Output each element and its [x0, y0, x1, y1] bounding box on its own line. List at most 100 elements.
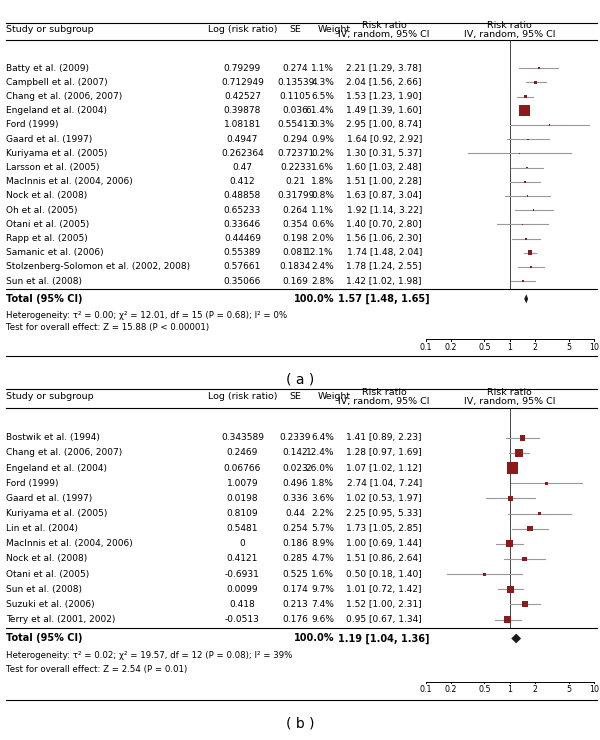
Text: 0.79299: 0.79299 [224, 64, 261, 73]
Text: 5: 5 [566, 685, 571, 694]
Text: Study or subgroup: Study or subgroup [6, 392, 94, 401]
Bar [506, 540, 513, 547]
Bar [549, 124, 550, 126]
Text: ( a ): ( a ) [286, 373, 314, 386]
Text: 0.72371: 0.72371 [277, 149, 314, 158]
Text: 0.5: 0.5 [478, 343, 491, 352]
Text: Study or subgroup: Study or subgroup [6, 25, 94, 34]
Text: 1.42 [1.02, 1.98]: 1.42 [1.02, 1.98] [346, 277, 422, 286]
Text: 1: 1 [508, 343, 512, 352]
Text: Gaard et al. (1997): Gaard et al. (1997) [6, 135, 92, 144]
Text: 0.354: 0.354 [283, 220, 308, 229]
Text: 0.0198: 0.0198 [227, 494, 258, 503]
Text: 2.25 [0.95, 5.33]: 2.25 [0.95, 5.33] [346, 509, 422, 518]
Text: Otani et al. (2005): Otani et al. (2005) [6, 570, 89, 579]
Text: 2.0%: 2.0% [311, 234, 334, 243]
Text: 100.0%: 100.0% [293, 294, 334, 304]
Text: Log (risk ratio): Log (risk ratio) [208, 25, 277, 34]
Text: IV, random, 95% CI: IV, random, 95% CI [464, 30, 556, 38]
Text: 3.6%: 3.6% [311, 494, 334, 503]
Bar [533, 209, 535, 211]
Text: 1.08181: 1.08181 [224, 121, 261, 130]
Text: 0.525: 0.525 [283, 570, 308, 579]
Text: 0.2: 0.2 [445, 343, 457, 352]
Polygon shape [511, 633, 521, 643]
Text: 1.74 [1.48, 2.04]: 1.74 [1.48, 2.04] [347, 248, 422, 258]
Text: Weight: Weight [317, 25, 350, 34]
Text: 0.274: 0.274 [283, 64, 308, 73]
Text: 1.28 [0.97, 1.69]: 1.28 [0.97, 1.69] [346, 448, 422, 457]
Text: 10: 10 [589, 343, 599, 352]
Text: 0.42527: 0.42527 [224, 92, 261, 101]
Text: Larsson et al. (2005): Larsson et al. (2005) [6, 163, 100, 172]
Text: 0: 0 [239, 539, 245, 548]
Text: 1: 1 [508, 685, 512, 694]
Text: Bostwik et al. (1994): Bostwik et al. (1994) [6, 434, 100, 443]
Text: 0.33646: 0.33646 [224, 220, 261, 229]
Text: 1.40 [0.70, 2.80]: 1.40 [0.70, 2.80] [346, 220, 422, 229]
Text: 2.74 [1.04, 7.24]: 2.74 [1.04, 7.24] [347, 479, 422, 488]
Text: 0.294: 0.294 [283, 135, 308, 144]
Text: Total (95% CI): Total (95% CI) [6, 294, 83, 304]
Bar [524, 181, 526, 183]
Text: 6.4%: 6.4% [311, 434, 334, 443]
Text: Nock et al. (2008): Nock et al. (2008) [6, 554, 87, 563]
Text: 0.262364: 0.262364 [221, 149, 264, 158]
Text: Test for overall effect: Z = 15.88 (P < 0.00001): Test for overall effect: Z = 15.88 (P < … [6, 323, 209, 332]
Text: 0.254: 0.254 [283, 524, 308, 533]
Text: Chang et al. (2006, 2007): Chang et al. (2006, 2007) [6, 92, 122, 101]
Bar [527, 526, 533, 531]
Text: Lin et al. (2004): Lin et al. (2004) [6, 524, 78, 533]
Text: 0.2339: 0.2339 [280, 434, 311, 443]
Text: Risk ratio: Risk ratio [362, 388, 407, 397]
Text: 0.285: 0.285 [283, 554, 308, 563]
Text: 0.5481: 0.5481 [227, 524, 258, 533]
Bar [505, 616, 511, 623]
Text: 0.1105: 0.1105 [280, 92, 311, 101]
Text: Ford (1999): Ford (1999) [6, 121, 59, 130]
Bar [525, 238, 527, 240]
Text: 0.5: 0.5 [478, 685, 491, 694]
Text: 1.07 [1.02, 1.12]: 1.07 [1.02, 1.12] [346, 463, 422, 473]
Text: 4.3%: 4.3% [311, 78, 334, 87]
Text: 1.6%: 1.6% [311, 163, 334, 172]
Text: Sun et al. (2008): Sun et al. (2008) [6, 585, 82, 593]
Text: 2.4%: 2.4% [311, 263, 334, 272]
Bar [535, 81, 538, 84]
Text: Total (95% CI): Total (95% CI) [6, 633, 83, 644]
Text: 2: 2 [533, 685, 538, 694]
Bar [520, 435, 525, 440]
Text: 1.49 [1.39, 1.60]: 1.49 [1.39, 1.60] [346, 107, 422, 115]
Text: 0.2233: 0.2233 [280, 163, 311, 172]
Text: 1.53 [1.23, 1.90]: 1.53 [1.23, 1.90] [346, 92, 422, 101]
Text: 2.21 [1.29, 3.78]: 2.21 [1.29, 3.78] [346, 64, 422, 73]
Text: IV, random, 95% CI: IV, random, 95% CI [464, 397, 556, 406]
Text: Gaard et al. (1997): Gaard et al. (1997) [6, 494, 92, 503]
Text: 8.9%: 8.9% [311, 539, 334, 548]
Text: 0.2469: 0.2469 [227, 448, 258, 457]
Text: 0.13539: 0.13539 [277, 78, 314, 87]
Text: Nock et al. (2008): Nock et al. (2008) [6, 192, 87, 201]
Text: 5: 5 [566, 343, 571, 352]
Text: 0.036: 0.036 [283, 107, 308, 115]
Text: Engeland et al. (2004): Engeland et al. (2004) [6, 107, 107, 115]
Text: IV, random, 95% CI: IV, random, 95% CI [338, 30, 430, 38]
Text: 1.1%: 1.1% [311, 64, 334, 73]
Bar [483, 573, 486, 576]
Text: 2.95 [1.00, 8.74]: 2.95 [1.00, 8.74] [346, 121, 422, 130]
Bar [521, 280, 524, 282]
Text: 0.213: 0.213 [283, 600, 308, 609]
Text: Batty et al. (2009): Batty et al. (2009) [6, 64, 89, 73]
Text: Risk ratio: Risk ratio [487, 21, 532, 30]
Text: 1.8%: 1.8% [311, 178, 334, 186]
Text: 0.023: 0.023 [283, 463, 308, 473]
Text: 1.0079: 1.0079 [227, 479, 258, 488]
Bar [526, 166, 528, 169]
Text: -0.6931: -0.6931 [225, 570, 260, 579]
Text: 2: 2 [533, 343, 538, 352]
Text: Risk ratio: Risk ratio [487, 388, 532, 397]
Text: -0.0513: -0.0513 [225, 615, 260, 624]
Text: 1.00 [0.69, 1.44]: 1.00 [0.69, 1.44] [346, 539, 422, 548]
Text: Kuriyama et al. (2005): Kuriyama et al. (2005) [6, 149, 107, 158]
Bar [506, 462, 518, 474]
